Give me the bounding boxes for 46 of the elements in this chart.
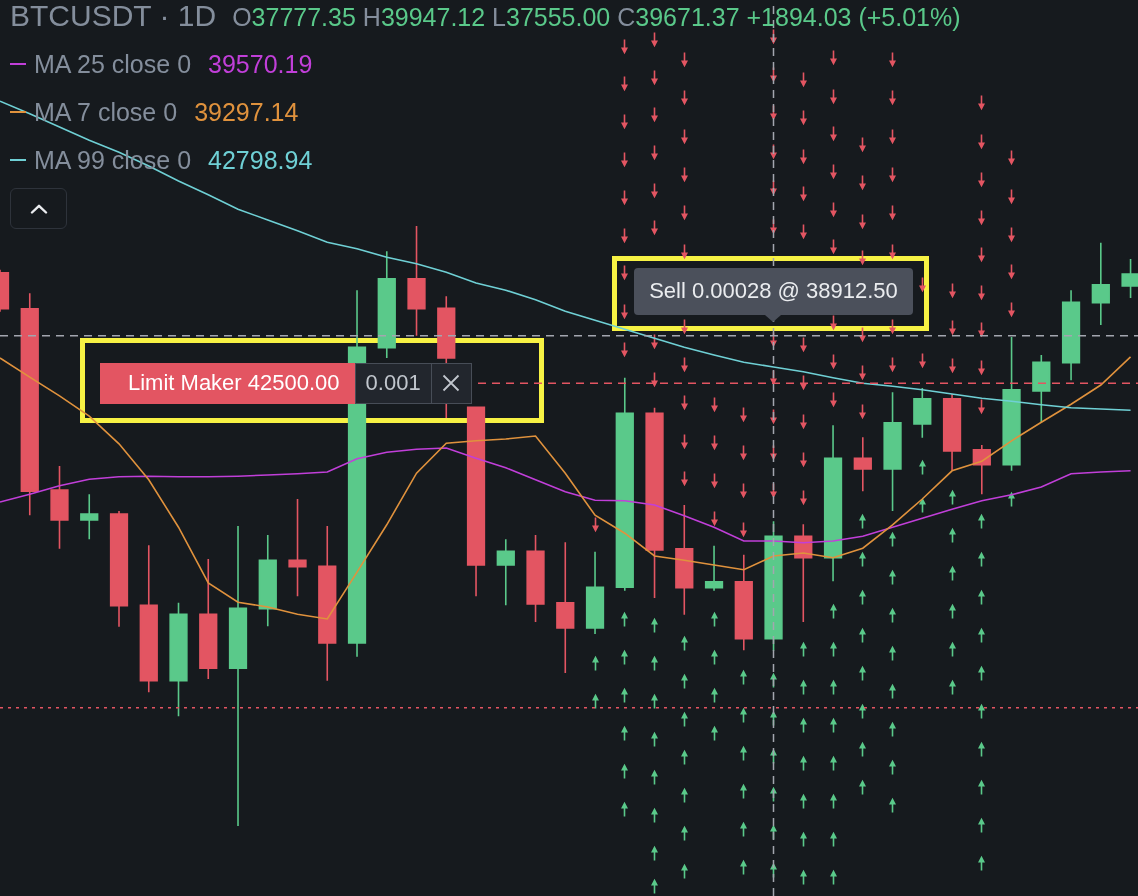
candlestick bbox=[585, 551, 605, 635]
candlestick bbox=[288, 498, 307, 597]
candlestick bbox=[1002, 336, 1021, 472]
candlestick bbox=[764, 520, 783, 652]
annotation: 0.001 bbox=[354, 362, 432, 404]
candlestick bbox=[675, 504, 694, 616]
chart-title: BTCUSDT · 1D bbox=[10, 0, 217, 32]
candlestick bbox=[169, 601, 188, 717]
candlestick bbox=[794, 523, 813, 623]
text: 42798.94 bbox=[208, 145, 313, 175]
candlestick bbox=[1121, 258, 1138, 299]
legend-label: MA 7 close 0 bbox=[34, 97, 178, 127]
annotation: Sell 0.00028 @ 38912.50 bbox=[634, 267, 913, 315]
candlestick bbox=[496, 538, 515, 606]
chart-subtitle: O37777.35 H39947.12 L37555.00 C39671.37 +1894.03 (+5.01%) bbox=[232, 2, 961, 33]
candlestick bbox=[853, 436, 872, 492]
candlestick bbox=[645, 407, 664, 599]
candlestick bbox=[109, 510, 129, 628]
candlestick bbox=[1091, 242, 1110, 326]
candlestick bbox=[704, 545, 724, 592]
candlestick bbox=[1061, 289, 1081, 381]
candlestick bbox=[556, 541, 575, 674]
candlestick bbox=[615, 377, 634, 592]
legend-label: MA 25 close 0 bbox=[34, 49, 192, 79]
candlestick bbox=[526, 534, 545, 623]
candlestick bbox=[50, 465, 69, 550]
ref-line-label: Limit Maker 42500.00 bbox=[100, 362, 355, 404]
candlestick bbox=[377, 250, 396, 359]
candlestick bbox=[883, 391, 902, 512]
candlestick bbox=[318, 525, 337, 682]
candlestick bbox=[466, 406, 486, 597]
candlestick bbox=[734, 554, 753, 651]
candlestick bbox=[913, 387, 932, 439]
candlestick bbox=[20, 292, 39, 516]
candlestick bbox=[1032, 354, 1051, 424]
candlestick bbox=[972, 444, 991, 495]
text: 39297.14 bbox=[194, 97, 299, 127]
candlestick bbox=[80, 493, 99, 540]
candlestick bbox=[258, 534, 277, 627]
candlestick bbox=[199, 558, 218, 680]
candlestick bbox=[139, 544, 158, 693]
text: 39570.19 bbox=[208, 49, 313, 79]
candlestick bbox=[407, 225, 426, 337]
candlestick bbox=[228, 525, 248, 827]
candlestick bbox=[823, 424, 843, 582]
candlestick bbox=[942, 393, 962, 471]
